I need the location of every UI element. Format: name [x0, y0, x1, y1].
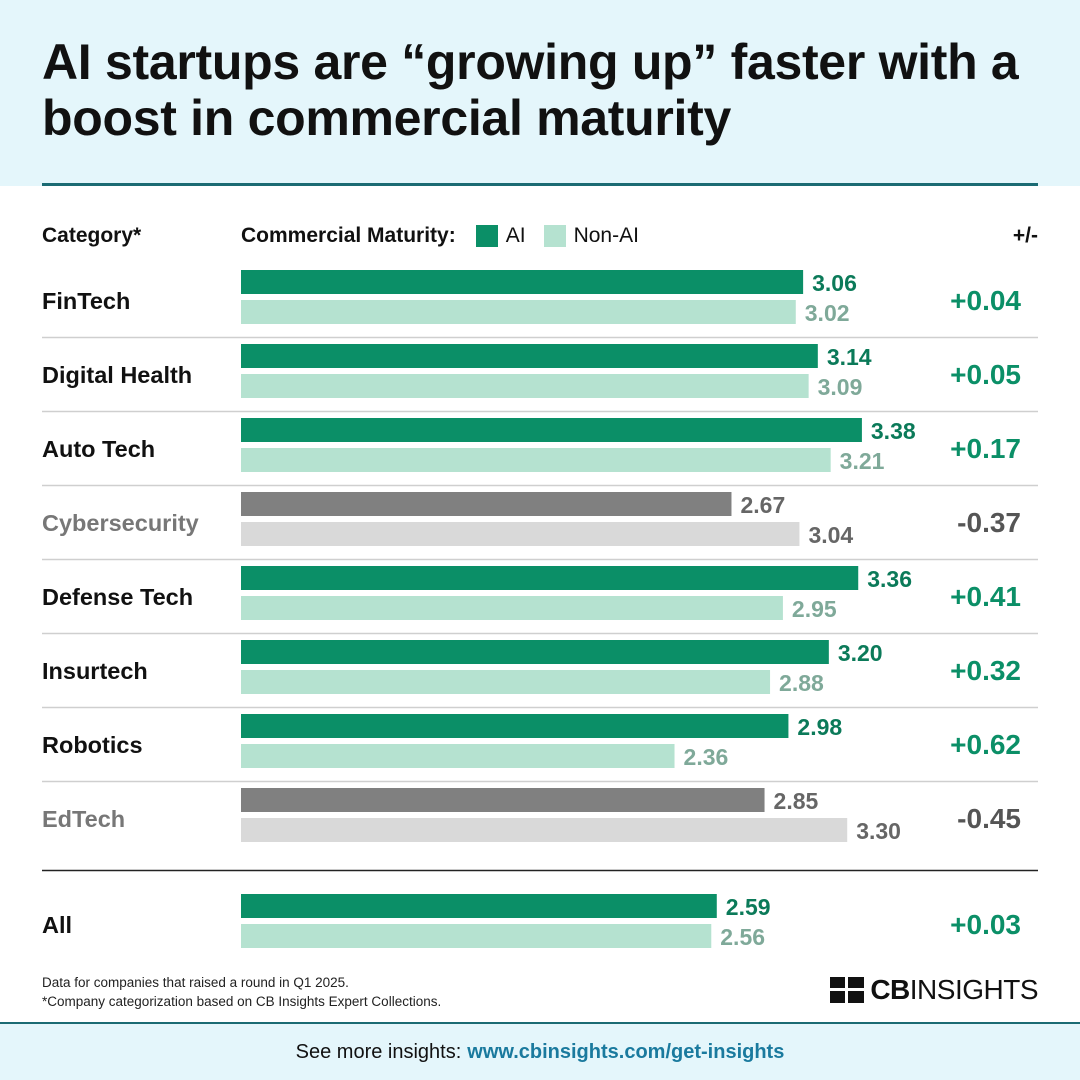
maturity-header: Commercial Maturity:: [241, 224, 456, 247]
bar-ai-edtech: [241, 788, 765, 812]
category-label-defense-tech: Defense Tech: [42, 584, 193, 610]
bar-nonai-cybersecurity: [241, 522, 800, 546]
bar-nonai-robotics: [241, 744, 675, 768]
cb-logo-mark-icon: [830, 977, 865, 1003]
chart-title: AI startups are “growing up” faster with…: [42, 34, 1019, 146]
category-column-header: Category*: [42, 224, 142, 247]
legend-swatch-nonai: [543, 225, 566, 247]
diff-value-digital-health: +0.05: [950, 359, 1021, 390]
data-label-ai-fintech: 3.06: [812, 270, 857, 296]
data-label-ai-defense-tech: 3.36: [867, 566, 912, 592]
bar-nonai-all: [241, 924, 712, 948]
bar-nonai-defense-tech: [241, 596, 783, 620]
legend: Commercial Maturity: AI Non-AI: [241, 222, 639, 250]
data-label-ai-cybersecurity: 2.67: [740, 492, 785, 518]
data-label-nonai-defense-tech: 2.95: [792, 596, 837, 622]
category-label-auto-tech: Auto Tech: [42, 436, 155, 462]
diff-value-edtech: -0.45: [957, 803, 1021, 834]
bar-ai-insurtech: [241, 640, 829, 664]
bar-ai-fintech: [241, 270, 804, 294]
legend-label-nonai: Non-AI: [573, 224, 639, 247]
data-label-ai-auto-tech: 3.38: [871, 418, 916, 444]
data-label-nonai-robotics: 2.36: [684, 744, 729, 770]
data-label-ai-robotics: 2.98: [797, 714, 842, 740]
diff-value-robotics: +0.62: [950, 729, 1021, 760]
legend-swatch-ai: [475, 225, 498, 247]
footer-text: See more insights:: [295, 1040, 462, 1063]
data-label-nonai-digital-health: 3.09: [818, 374, 863, 400]
data-label-nonai-insurtech: 2.88: [779, 670, 824, 696]
bar-nonai-insurtech: [241, 670, 771, 694]
diff-value-auto-tech: +0.17: [950, 433, 1021, 464]
footnote-categorization: *Company categorization based on CB Insi…: [42, 994, 442, 1009]
data-label-ai-digital-health: 3.14: [827, 344, 872, 370]
footer-divider: [0, 1022, 1080, 1024]
bar-ai-cybersecurity: [241, 492, 732, 516]
diff-column-header: +/-: [1012, 224, 1038, 247]
header-band: [0, 0, 1080, 186]
data-label-nonai-edtech: 3.30: [856, 818, 901, 844]
category-label-all: All: [42, 912, 72, 938]
footnote-data: Data for companies that raised a round i…: [42, 975, 349, 990]
data-label-nonai-fintech: 3.02: [805, 300, 850, 326]
footer-link[interactable]: www.cbinsights.com/get-insights: [467, 1040, 785, 1063]
diff-value-defense-tech: +0.41: [950, 581, 1021, 612]
data-label-nonai-all: 2.56: [720, 924, 765, 950]
title-divider: [42, 183, 1038, 186]
logo-text-regular: INSIGHTS: [909, 974, 1039, 1005]
bar-ai-digital-health: [241, 344, 818, 368]
legend-label-ai: AI: [505, 224, 526, 247]
logo-text-bold: CB: [870, 974, 910, 1005]
category-label-cybersecurity: Cybersecurity: [42, 510, 199, 536]
category-label-fintech: FinTech: [42, 288, 130, 314]
diff-value-insurtech: +0.32: [950, 655, 1021, 686]
footer-band: See more insights: www.cbinsights.com/ge…: [0, 1024, 1080, 1080]
diff-value-cybersecurity: -0.37: [957, 507, 1021, 538]
data-label-ai-insurtech: 3.20: [838, 640, 883, 666]
bar-nonai-digital-health: [241, 374, 809, 398]
diff-value-all: +0.03: [950, 909, 1021, 940]
bar-ai-robotics: [241, 714, 789, 738]
bar-nonai-fintech: [241, 300, 796, 324]
category-label-robotics: Robotics: [42, 732, 143, 758]
cb-insights-logo: CBINSIGHTS: [830, 974, 1039, 1005]
bar-ai-all: [241, 894, 717, 918]
bar-ai-auto-tech: [241, 418, 862, 442]
data-label-ai-edtech: 2.85: [774, 788, 819, 814]
bar-ai-defense-tech: [241, 566, 859, 590]
bar-nonai-auto-tech: [241, 448, 831, 472]
diff-value-fintech: +0.04: [950, 285, 1021, 316]
data-label-nonai-auto-tech: 3.21: [840, 448, 885, 474]
category-label-digital-health: Digital Health: [42, 362, 192, 388]
category-label-insurtech: Insurtech: [42, 658, 148, 684]
category-label-edtech: EdTech: [42, 806, 125, 832]
bar-nonai-edtech: [241, 818, 848, 842]
data-label-ai-all: 2.59: [726, 894, 771, 920]
data-label-nonai-cybersecurity: 3.04: [808, 522, 853, 548]
